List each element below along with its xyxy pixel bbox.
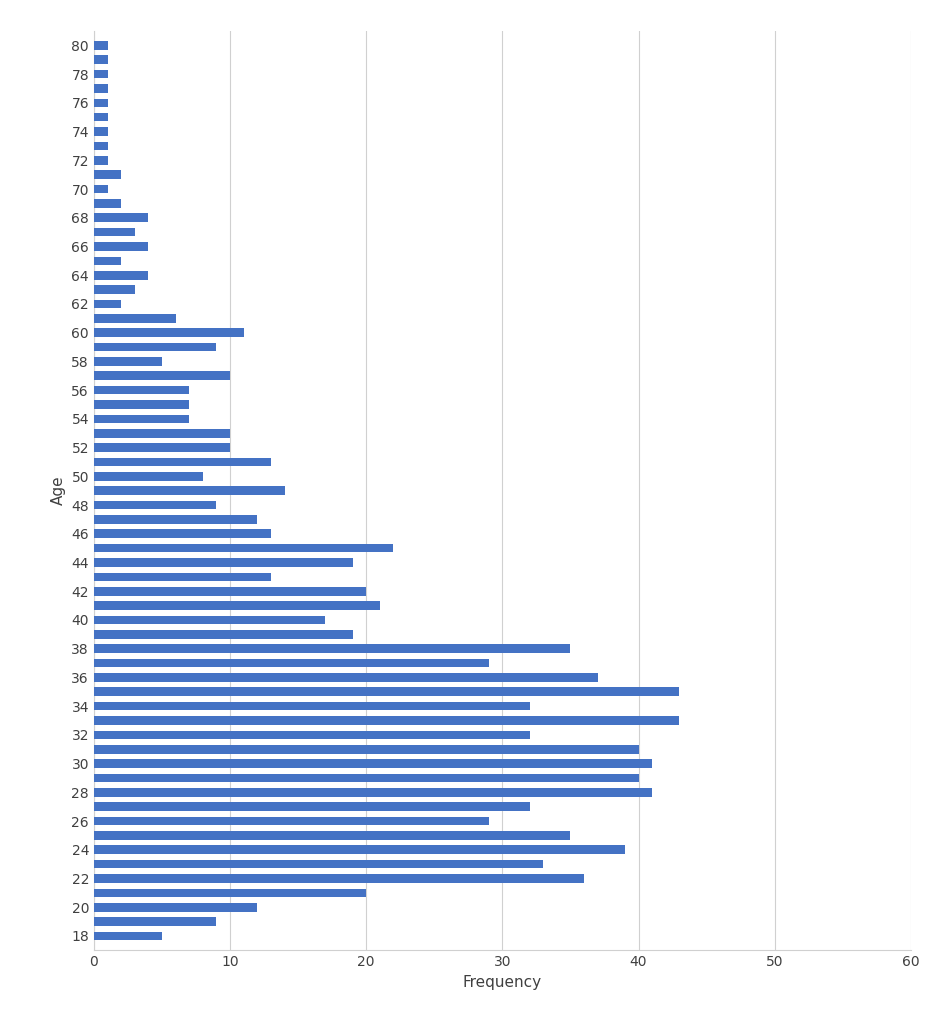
Bar [94, 328, 244, 337]
Bar [94, 56, 108, 64]
Bar [94, 357, 162, 366]
Bar [94, 472, 203, 480]
Bar [94, 645, 571, 653]
Bar [94, 558, 353, 567]
X-axis label: Frequency: Frequency [463, 975, 542, 990]
Bar [94, 242, 148, 251]
Bar [94, 888, 366, 898]
Bar [94, 285, 135, 293]
Bar [94, 587, 366, 596]
Bar [94, 170, 121, 179]
Bar [94, 84, 108, 93]
Bar [94, 113, 108, 122]
Bar [94, 414, 190, 424]
Bar [94, 372, 230, 380]
Bar [94, 458, 271, 466]
Bar [94, 429, 230, 438]
Bar [94, 730, 530, 740]
Bar [94, 256, 121, 265]
Bar [94, 185, 108, 193]
Bar [94, 630, 353, 638]
Bar [94, 515, 257, 524]
Bar [94, 443, 230, 451]
Bar [94, 572, 271, 582]
Bar [94, 832, 571, 840]
Bar [94, 859, 543, 869]
Bar [94, 199, 121, 208]
Bar [94, 903, 257, 911]
Bar [94, 142, 108, 150]
Bar [94, 845, 625, 854]
Bar [94, 701, 530, 711]
Bar [94, 214, 148, 222]
Bar [94, 127, 108, 136]
Bar [94, 530, 271, 538]
Bar [94, 543, 393, 553]
Bar [94, 228, 135, 237]
Bar [94, 688, 680, 696]
Bar [94, 271, 148, 280]
Bar [94, 501, 217, 509]
Y-axis label: Age: Age [51, 476, 66, 505]
Bar [94, 774, 639, 782]
Bar [94, 932, 162, 940]
Bar [94, 385, 190, 395]
Bar [94, 300, 121, 308]
Bar [94, 759, 652, 768]
Bar [94, 41, 108, 50]
Bar [94, 487, 285, 495]
Bar [94, 874, 584, 883]
Bar [94, 745, 639, 753]
Bar [94, 716, 680, 725]
Bar [94, 343, 217, 351]
Bar [94, 601, 380, 609]
Bar [94, 70, 108, 79]
Bar [94, 803, 530, 811]
Bar [94, 917, 217, 926]
Bar [94, 817, 489, 825]
Bar [94, 98, 108, 107]
Bar [94, 788, 652, 796]
Bar [94, 616, 326, 624]
Bar [94, 674, 598, 682]
Bar [94, 314, 176, 322]
Bar [94, 400, 190, 409]
Bar [94, 659, 489, 667]
Bar [94, 156, 108, 164]
